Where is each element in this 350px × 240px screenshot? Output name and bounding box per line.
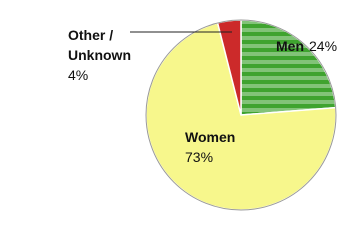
pie-slice <box>240 19 337 116</box>
slice-label: Other / Unknown 4% <box>68 25 136 85</box>
value-label: 24% <box>309 38 338 54</box>
value-label: 4% <box>68 67 89 83</box>
category-label: Other / Unknown <box>68 27 131 63</box>
slice-label: Men 24% <box>276 36 350 56</box>
value-label: 73% <box>185 149 214 165</box>
category-label: Women <box>185 129 236 145</box>
chart: Men 24% Women 73% Other / Unknown 4% <box>68 19 350 211</box>
slice-label: Women 73% <box>185 127 265 167</box>
category-label: Men <box>276 38 304 54</box>
pie-outline <box>145 19 337 211</box>
pie-chart <box>130 19 337 211</box>
